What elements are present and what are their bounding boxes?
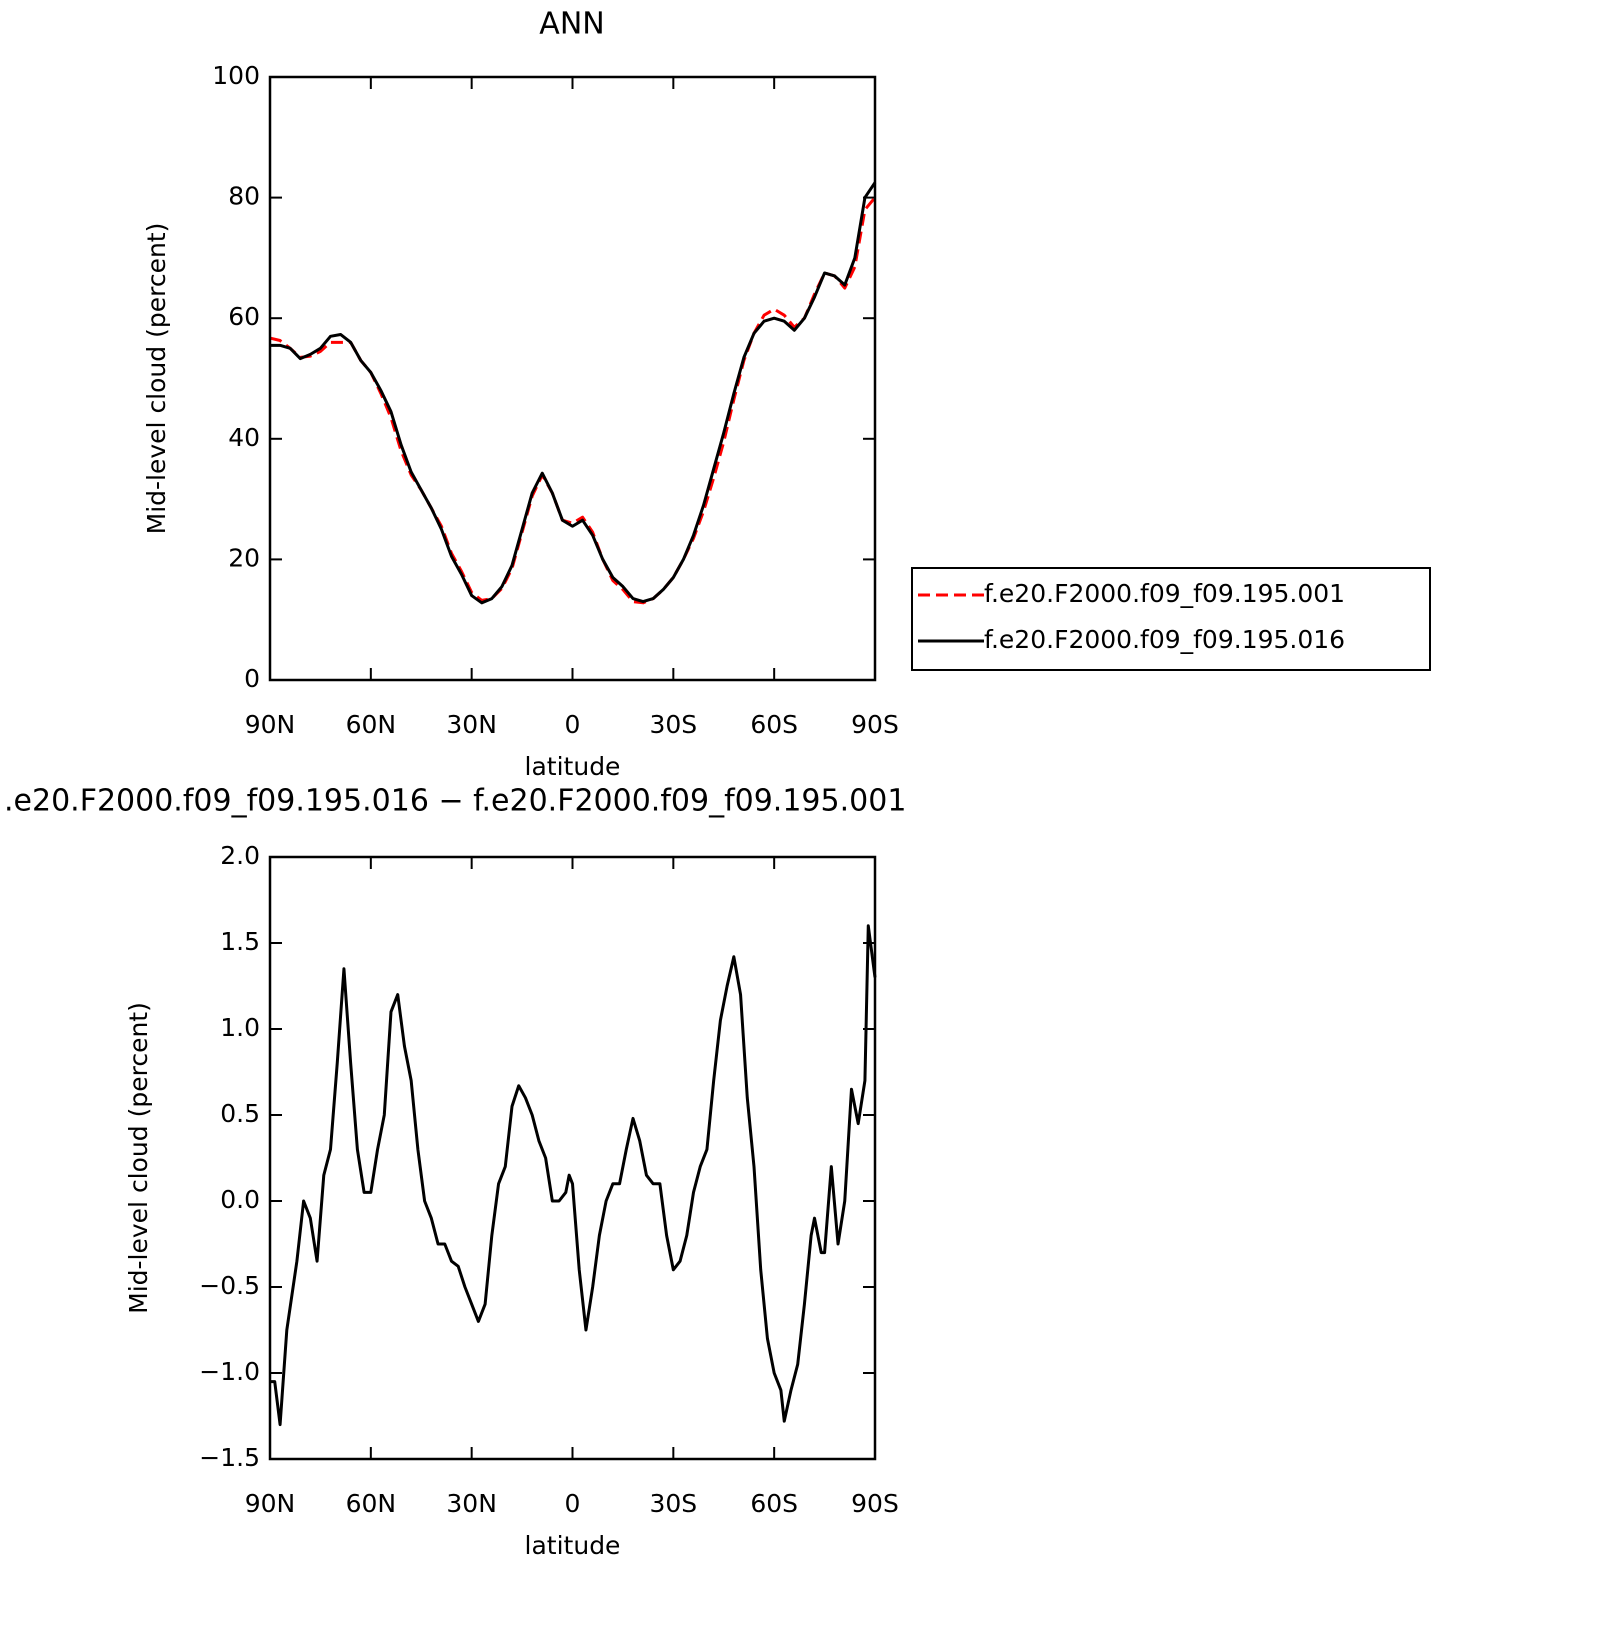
y-tick-label: −1.0 bbox=[199, 1357, 260, 1386]
x-tick-label: 90N bbox=[245, 1489, 296, 1518]
y-tick-label: 2.0 bbox=[220, 841, 260, 870]
legend-label: f.e20.F2000.f09_f09.195.016 bbox=[984, 625, 1345, 654]
x-tick-label: 30S bbox=[649, 1489, 697, 1518]
y-tick-label: 0.0 bbox=[220, 1185, 260, 1214]
y-tick-label: 60 bbox=[228, 302, 260, 331]
x-axis-label: latitude bbox=[525, 1531, 621, 1560]
x-tick-label: 90S bbox=[851, 710, 899, 739]
x-tick-label: 0 bbox=[565, 710, 581, 739]
y-tick-label: 40 bbox=[228, 423, 260, 452]
y-tick-label: 20 bbox=[228, 543, 260, 572]
x-tick-label: 60N bbox=[346, 710, 397, 739]
data-line bbox=[270, 181, 877, 605]
x-tick-label: 30N bbox=[446, 1489, 497, 1518]
x-tick-label: 0 bbox=[565, 1489, 581, 1518]
x-axis-label: latitude bbox=[525, 752, 621, 781]
x-tick-label: 60S bbox=[750, 1489, 798, 1518]
x-tick-label: 30S bbox=[649, 710, 697, 739]
x-tick-label: 30N bbox=[446, 710, 497, 739]
y-axis-label: Mid-level cloud (percent) bbox=[124, 1002, 153, 1314]
x-tick-label: 60N bbox=[346, 1489, 397, 1518]
chart-title: .e20.F2000.f09_f09.195.016 − f.e20.F2000… bbox=[4, 784, 906, 819]
y-tick-label: −0.5 bbox=[199, 1271, 260, 1300]
legend-label: f.e20.F2000.f09_f09.195.001 bbox=[984, 579, 1345, 608]
plot-frame bbox=[268, 855, 877, 1461]
legend-box bbox=[911, 567, 1431, 671]
chart-title: ANN bbox=[539, 7, 604, 42]
y-tick-label: 80 bbox=[228, 182, 260, 211]
y-tick-label: 0.5 bbox=[220, 1099, 260, 1128]
x-tick-label: 90S bbox=[851, 1489, 899, 1518]
y-axis-label: Mid-level cloud (percent) bbox=[142, 223, 171, 535]
x-tick-label: 90N bbox=[245, 710, 296, 739]
plot-frame bbox=[268, 75, 877, 682]
y-tick-label: −1.5 bbox=[199, 1443, 260, 1472]
data-line bbox=[269, 196, 877, 605]
y-tick-label: 0 bbox=[244, 664, 260, 693]
x-tick-label: 60S bbox=[750, 710, 798, 739]
data-line bbox=[270, 924, 877, 1427]
y-tick-label: 100 bbox=[212, 61, 260, 90]
y-tick-label: 1.0 bbox=[220, 1013, 260, 1042]
y-tick-label: 1.5 bbox=[220, 927, 260, 956]
